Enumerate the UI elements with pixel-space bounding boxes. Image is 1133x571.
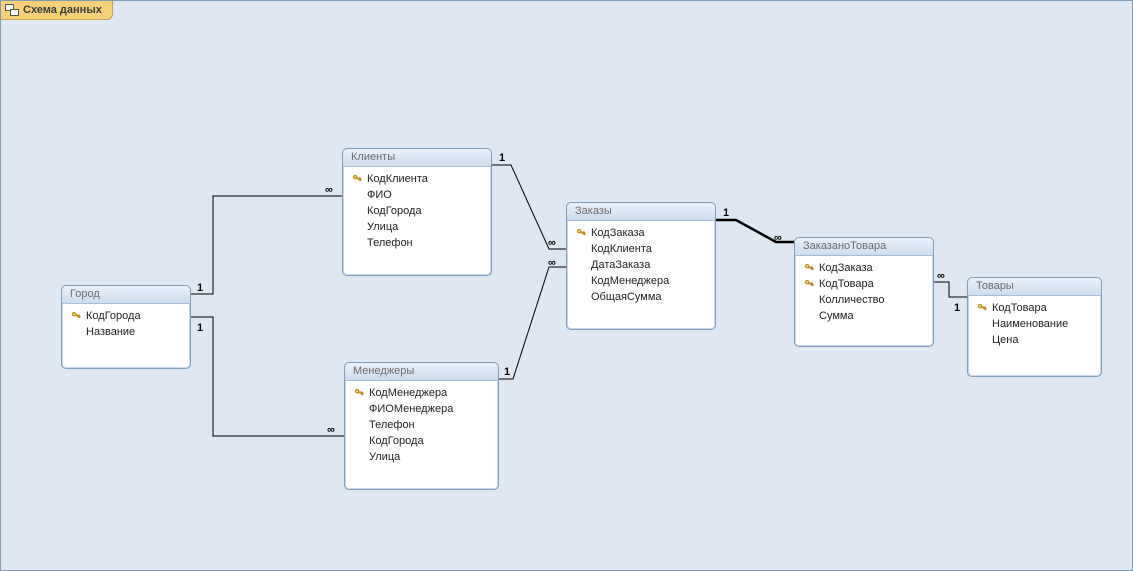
field-name: КодТовара [819, 277, 874, 291]
cardinality-label: ∞ [548, 237, 556, 249]
field-row[interactable]: КодГорода [349, 203, 485, 219]
table-fields: КодЗаказа КодКлиента ДатаЗаказа КодМенеджер… [567, 221, 715, 313]
primary-key-icon [575, 228, 587, 238]
field-row[interactable]: КодГорода [68, 308, 184, 324]
cardinality-label: ∞ [325, 184, 333, 196]
field-name: КодКлиента [591, 242, 652, 256]
field-name: КодМенеджера [369, 386, 447, 400]
field-row[interactable]: КодТовара [974, 300, 1095, 316]
field-name: ФИО [367, 188, 392, 202]
field-row[interactable]: Сумма [801, 308, 927, 324]
field-row[interactable]: Название [68, 324, 184, 340]
field-row[interactable]: ФИО [349, 187, 485, 203]
field-row[interactable]: КодГорода [351, 433, 492, 449]
field-name: ФИОМенеджера [369, 402, 453, 416]
field-row[interactable]: Колличество [801, 292, 927, 308]
field-name: КодГорода [86, 309, 141, 323]
cardinality-label: ∞ [937, 270, 945, 282]
field-name: КодЗаказа [591, 226, 645, 240]
field-row[interactable]: КодМенеджера [573, 273, 709, 289]
table-title[interactable]: Заказы [567, 203, 715, 221]
field-name: КодЗаказа [819, 261, 873, 275]
field-row[interactable]: Улица [349, 219, 485, 235]
primary-key-icon [803, 263, 815, 273]
table-fields: КодТовара Наименование Цена [968, 296, 1101, 356]
field-name: Цена [992, 333, 1018, 347]
relationship-line[interactable] [492, 165, 566, 249]
primary-key-icon [803, 279, 815, 289]
cardinality-label: ∞ [548, 257, 556, 269]
field-name: КодТовара [992, 301, 1047, 315]
field-name: Улица [367, 220, 398, 234]
table-fields: КодЗаказа КодТовара Колличество Сумма [795, 256, 933, 332]
field-row[interactable]: КодЗаказа [573, 225, 709, 241]
field-row[interactable]: Наименование [974, 316, 1095, 332]
field-row[interactable]: КодМенеджера [351, 385, 492, 401]
field-row[interactable]: ОбщаяСумма [573, 289, 709, 305]
primary-key-icon [351, 174, 363, 184]
primary-key-icon [976, 303, 988, 313]
relationship-line[interactable] [191, 317, 344, 436]
cardinality-label: 1 [504, 366, 510, 378]
field-row[interactable]: КодКлиента [349, 171, 485, 187]
relationship-line[interactable] [191, 196, 342, 294]
field-row[interactable]: КодТовара [801, 276, 927, 292]
table-title[interactable]: ЗаказаноТовара [795, 238, 933, 256]
table-title[interactable]: Город [62, 286, 190, 304]
field-name: КодГорода [369, 434, 424, 448]
cardinality-label: ∞ [774, 232, 782, 244]
field-name: Колличество [819, 293, 885, 307]
cardinality-label: 1 [954, 302, 960, 314]
table-fields: КодКлиента ФИО КодГорода Улица Телефон [343, 167, 491, 259]
table-fields: КодМенеджера ФИОМенеджера Телефон КодГорода… [345, 381, 498, 473]
primary-key-icon [70, 311, 82, 321]
field-name: КодГорода [367, 204, 422, 218]
table-zakazano[interactable]: ЗаказаноТовара КодЗаказа КодТовара Колличес… [794, 237, 934, 347]
relationship-workspace: Схема данных 1∞1∞1∞1∞1∞∞1 ГородКодГорода… [0, 0, 1133, 571]
field-row[interactable]: Улица [351, 449, 492, 465]
field-row[interactable]: КодЗаказа [801, 260, 927, 276]
field-name: Телефон [369, 418, 415, 432]
field-name: Телефон [367, 236, 413, 250]
table-title[interactable]: Клиенты [343, 149, 491, 167]
table-zakazy[interactable]: Заказы КодЗаказа КодКлиента ДатаЗаказа КодМе… [566, 202, 716, 330]
field-name: Название [86, 325, 135, 339]
field-row[interactable]: ФИОМенеджера [351, 401, 492, 417]
relationships-icon [5, 3, 19, 17]
field-row[interactable]: Телефон [349, 235, 485, 251]
table-gorod[interactable]: Город КодГорода Название [61, 285, 191, 369]
field-name: ОбщаяСумма [591, 290, 662, 304]
field-name: ДатаЗаказа [591, 258, 650, 272]
table-tovary[interactable]: Товары КодТовара Наименование Цена [967, 277, 1102, 377]
diagram-canvas[interactable]: 1 ∞ 1 ∞ 1 ∞ 1 ∞ 1 ∞ ∞ 1 Город КодГорода Название Клиен… [1, 19, 1132, 570]
field-name: Улица [369, 450, 400, 464]
field-name: Сумма [819, 309, 854, 323]
tab-title: Схема данных [23, 4, 102, 16]
relationship-line[interactable] [934, 282, 967, 297]
cardinality-label: 1 [197, 282, 203, 294]
table-menedzhery[interactable]: Менеджеры КодМенеджера ФИОМенеджера Телефон… [344, 362, 499, 490]
table-fields: КодГорода Название [62, 304, 190, 348]
field-name: КодМенеджера [591, 274, 669, 288]
table-title[interactable]: Товары [968, 278, 1101, 296]
table-title[interactable]: Менеджеры [345, 363, 498, 381]
relationship-line[interactable] [716, 220, 794, 242]
relationship-line[interactable] [499, 267, 566, 379]
field-row[interactable]: ДатаЗаказа [573, 257, 709, 273]
field-row[interactable]: Телефон [351, 417, 492, 433]
schema-tab[interactable]: Схема данных [1, 1, 113, 20]
cardinality-label: 1 [723, 207, 729, 219]
field-row[interactable]: Цена [974, 332, 1095, 348]
primary-key-icon [353, 388, 365, 398]
field-row[interactable]: КодКлиента [573, 241, 709, 257]
cardinality-label: ∞ [327, 424, 335, 436]
cardinality-label: 1 [499, 152, 505, 164]
cardinality-label: 1 [197, 322, 203, 334]
field-name: Наименование [992, 317, 1068, 331]
table-klienty[interactable]: Клиенты КодКлиента ФИО КодГорода Улица Телефо… [342, 148, 492, 276]
field-name: КодКлиента [367, 172, 428, 186]
